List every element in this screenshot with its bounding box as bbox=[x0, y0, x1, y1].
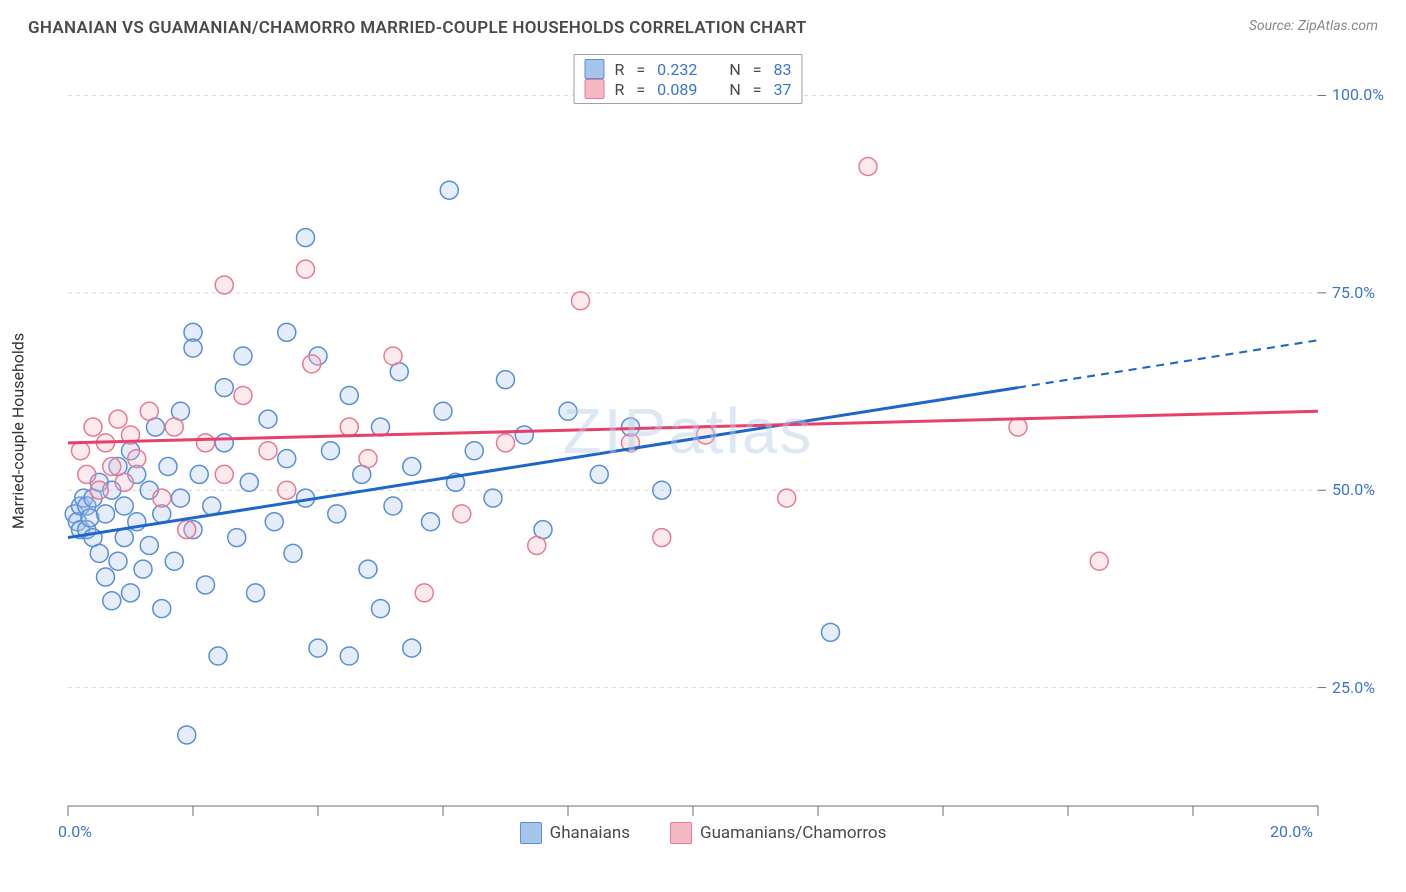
equals-sign: = bbox=[753, 80, 762, 99]
legend-r-label: R bbox=[614, 60, 624, 79]
x-tick-label-max: 20.0% bbox=[1270, 822, 1313, 841]
legend-swatch-icon bbox=[520, 822, 542, 844]
header: GHANAIAN VS GUAMANIAN/CHAMORRO MARRIED-C… bbox=[0, 0, 1406, 46]
legend-r-label: R bbox=[614, 80, 624, 99]
equals-sign: = bbox=[753, 60, 762, 79]
chart-title: GHANAIAN VS GUAMANIAN/CHAMORRO MARRIED-C… bbox=[28, 18, 807, 38]
legend-item: Ghanaians bbox=[520, 822, 630, 844]
equals-sign: = bbox=[636, 60, 645, 79]
x-tick-label-min: 0.0% bbox=[58, 822, 92, 841]
chart-container: Married-couple Households ZIPatlas R = 0… bbox=[28, 46, 1348, 816]
legend-row: R = 0.089 N = 37 bbox=[584, 79, 791, 99]
legend-series-label: Guamanians/Chamorros bbox=[700, 823, 886, 843]
legend-series: Ghanaians Guamanians/Chamorros bbox=[0, 822, 1406, 844]
equals-sign: = bbox=[636, 80, 645, 99]
legend-r-value: 0.232 bbox=[657, 60, 697, 79]
y-tick-label: 75.0% bbox=[1332, 283, 1375, 302]
legend-r-value: 0.089 bbox=[657, 80, 697, 99]
y-tick-label: 50.0% bbox=[1332, 480, 1375, 499]
legend-n-label: N bbox=[729, 60, 740, 79]
legend-n-label: N bbox=[729, 80, 740, 99]
legend-swatch-icon bbox=[584, 79, 604, 99]
y-tick-label: 25.0% bbox=[1332, 678, 1375, 697]
source-attribution: Source: ZipAtlas.com bbox=[1249, 18, 1378, 34]
y-axis-label: Married-couple Households bbox=[9, 333, 28, 529]
legend-swatch-icon bbox=[584, 59, 604, 79]
scatter-chart bbox=[28, 46, 1348, 816]
legend-n-value: 37 bbox=[774, 80, 792, 99]
y-tick-label: 100.0% bbox=[1332, 85, 1384, 104]
legend-series-label: Ghanaians bbox=[550, 823, 630, 843]
legend-item: Guamanians/Chamorros bbox=[670, 822, 886, 844]
legend-row: R = 0.232 N = 83 bbox=[584, 59, 791, 79]
legend-n-value: 83 bbox=[774, 60, 792, 79]
legend-correlation: R = 0.232 N = 83 R = 0.089 N = 37 bbox=[573, 54, 802, 104]
legend-swatch-icon bbox=[670, 822, 692, 844]
